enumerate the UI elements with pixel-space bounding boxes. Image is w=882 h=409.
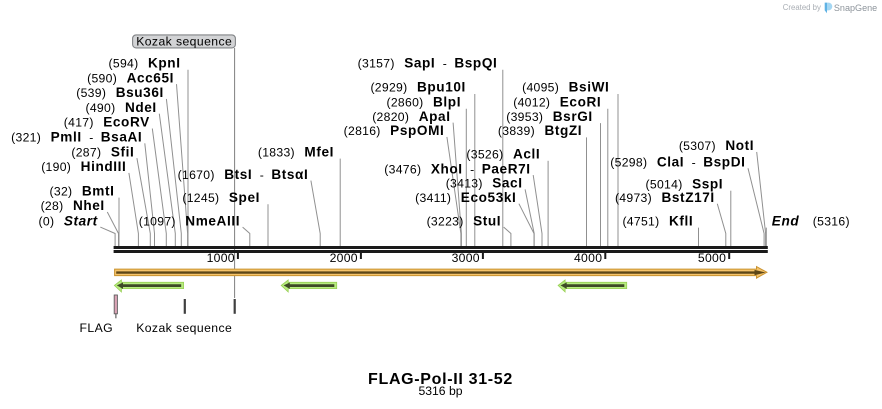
svg-text:(3839)BtgZI: (3839) BtgZI [498, 123, 582, 138]
svg-text:(3476)XhoI-PaeR7I: (3476) XhoI - PaeR7I [384, 161, 530, 176]
svg-text:(287)SfiI: (287) SfiI [71, 144, 134, 159]
svg-text:(3157)SapI-BspQI: (3157) SapI - BspQI [358, 56, 498, 71]
svg-text:FLAG-Pol-II 31-52: FLAG-Pol-II 31-52 [368, 371, 513, 388]
svg-text:(3526)AclI: (3526) AclI [466, 147, 540, 162]
svg-text:(1245)SpeI: (1245) SpeI [182, 190, 260, 205]
svg-text:5316 bp: 5316 bp [418, 384, 462, 398]
svg-text:Kozak sequence: Kozak sequence [136, 34, 232, 48]
svg-text:3000: 3000 [452, 251, 480, 265]
svg-text:2000: 2000 [330, 251, 358, 265]
svg-text:(321)PmlI-BsaAI: (321) PmlI - BsaAI [11, 130, 142, 145]
svg-text:(4012)EcoRI: (4012) EcoRI [513, 95, 601, 110]
svg-text:(32)BmtI: (32) BmtI [50, 183, 115, 198]
svg-text:(28)NheI: (28) NheI [41, 198, 105, 213]
svg-text:(5298)ClaI-BspDI: (5298) ClaI - BspDI [610, 155, 745, 170]
svg-text:1000: 1000 [207, 251, 235, 265]
svg-text:(2929)Bpu10I: (2929) Bpu10I [370, 80, 465, 95]
svg-text:(5014)SspI: (5014) SspI [646, 176, 724, 191]
svg-text:(190)HindIII: (190) HindIII [41, 159, 126, 174]
svg-text:(4751)KflI: (4751) KflI [622, 213, 693, 228]
svg-text:(3411)Eco53kI: (3411) Eco53kI [415, 190, 516, 205]
svg-text:(3223)StuI: (3223) StuI [427, 213, 502, 228]
svg-text:FLAG: FLAG [80, 321, 114, 335]
svg-text:(5307)NotI: (5307) NotI [679, 138, 754, 153]
svg-text:Created by: Created by [783, 3, 821, 12]
svg-text:(490)NdeI: (490) NdeI [85, 100, 156, 115]
svg-text:(1097)NmeAIII: (1097) NmeAIII [139, 213, 240, 228]
svg-text:(4095)BsiWI: (4095) BsiWI [522, 80, 609, 95]
svg-text:4000: 4000 [574, 251, 602, 265]
svg-text:End(5316): End (5316) [772, 213, 850, 228]
svg-text:SnapGene: SnapGene [834, 3, 877, 14]
svg-text:(1670)BtsI-BtsαI: (1670) BtsI - BtsαI [178, 167, 309, 182]
svg-text:5000: 5000 [698, 251, 726, 265]
svg-text:(417)EcoRV: (417) EcoRV [64, 115, 150, 130]
svg-text:(2816)PspOMI: (2816) PspOMI [344, 123, 445, 138]
svg-text:(2820)ApaI: (2820) ApaI [372, 109, 450, 124]
svg-text:(4973)BstZ17I: (4973) BstZ17I [615, 190, 715, 205]
svg-text:(590)Acc65I: (590) Acc65I [87, 70, 174, 85]
svg-text:(3413)SacI: (3413) SacI [446, 176, 523, 191]
svg-text:(3953)BsrGI: (3953) BsrGI [506, 109, 593, 124]
svg-text:(594)KpnI: (594) KpnI [109, 56, 181, 71]
svg-text:(0)Start: (0) Start [39, 213, 98, 228]
svg-text:(2860)BlpI: (2860) BlpI [386, 95, 461, 110]
svg-text:(1833)MfeI: (1833) MfeI [258, 144, 334, 159]
svg-text:Kozak sequence: Kozak sequence [136, 321, 232, 335]
svg-text:(539)Bsu36I: (539) Bsu36I [76, 85, 164, 100]
